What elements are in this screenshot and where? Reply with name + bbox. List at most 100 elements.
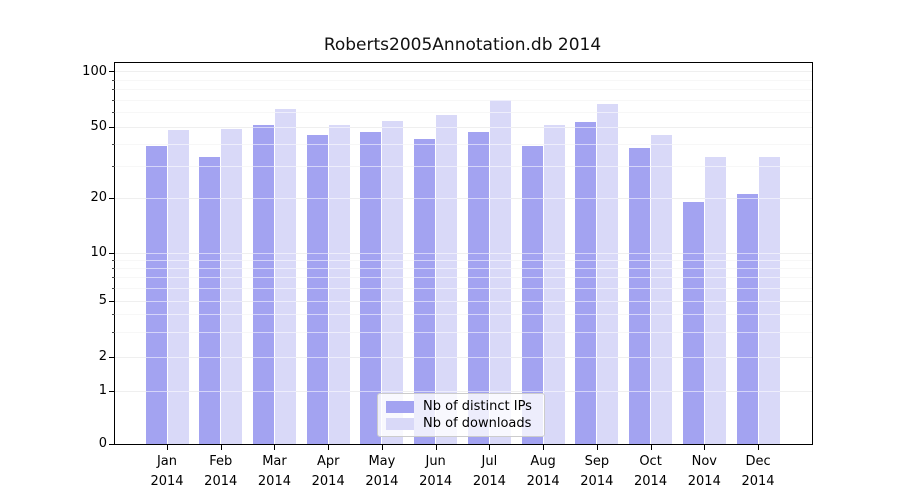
gridline-overlay-6 — [115, 287, 812, 289]
x-tick-label-aug: Aug 2014 — [526, 454, 560, 489]
x-tick-label-nov: Nov 2014 — [687, 454, 721, 489]
y-tick-mark-minor-30 — [112, 166, 115, 168]
x-tick-label-may: May 2014 — [365, 454, 399, 489]
gridline-overlay-1 — [115, 390, 812, 392]
bar-dec-distinct-ips — [736, 194, 758, 444]
x-tick-label-mar: Mar 2014 — [257, 454, 291, 489]
y-tick-mark-minor-6 — [112, 287, 115, 289]
gridline-overlay-9 — [115, 259, 812, 261]
y-tick-mark-minor-90 — [112, 79, 115, 81]
y-tick-mark-100 — [109, 71, 115, 73]
legend-label-distinct-ips: Nb of distinct IPs — [423, 398, 532, 414]
y-tick-mark-minor-80 — [112, 89, 115, 90]
x-tick-label-jun: Jun 2014 — [419, 454, 453, 489]
bar-sep-distinct-ips — [575, 122, 597, 444]
bar-feb-distinct-ips — [199, 156, 221, 444]
y-tick-label-100: 100 — [82, 63, 107, 79]
bar-jun-downloads — [436, 115, 458, 444]
x-tick-mark-apr — [328, 445, 330, 450]
bar-apr-downloads — [328, 125, 350, 444]
bar-feb-downloads — [221, 128, 243, 444]
legend-item-downloads: Nb of downloads — [386, 415, 536, 432]
x-tick-mark-mar — [274, 445, 276, 450]
gridline-overlay-2 — [115, 356, 812, 358]
plot-area: 0 1 2 5 10 20 50 100 Jan 2014 Feb 2014 Mar 2014 Apr… — [82, 62, 813, 489]
y-tick-label-0: 0 — [98, 436, 107, 451]
bar-nov-downloads — [704, 156, 726, 444]
gridline-overlay-50 — [115, 126, 812, 128]
gridline-overlay-4 — [115, 314, 812, 316]
x-tick-mark-sep — [596, 445, 598, 450]
y-tick-mark-50 — [109, 126, 115, 128]
y-tick-label-2: 2 — [98, 349, 107, 364]
x-tick-mark-oct — [650, 445, 652, 450]
gridline-overlay-100 — [115, 71, 812, 73]
y-tick-label-5: 5 — [98, 293, 107, 308]
bar-jun-distinct-ips — [414, 138, 436, 444]
x-tick-label-feb: Feb 2014 — [204, 454, 238, 489]
x-tick-label-oct: Oct 2014 — [634, 454, 668, 489]
y-tick-mark-minor-3 — [112, 331, 115, 333]
y-tick-mark-1 — [109, 390, 115, 392]
y-tick-mark-minor-40 — [112, 143, 115, 145]
x-tick-label-sep: Sep 2014 — [580, 454, 614, 489]
gridline-overlay-20 — [115, 197, 812, 199]
bar-may-downloads — [382, 120, 404, 444]
legend: Nb of distinct IPs Nb of downloads — [377, 393, 545, 437]
gridline-overlay-40 — [115, 143, 812, 145]
x-tick-mark-feb — [220, 445, 222, 450]
gridline-overlay-60 — [115, 111, 812, 113]
bar-sep-downloads — [597, 103, 619, 444]
gridline-overlay-5 — [115, 300, 812, 302]
gridline-overlay-7 — [115, 277, 812, 279]
bar-jul-downloads — [489, 100, 511, 444]
gridline-overlay-90 — [115, 79, 812, 81]
gridline-overlay-8 — [115, 267, 812, 269]
x-tick-label-dec: Dec 2014 — [741, 454, 775, 489]
bar-mar-distinct-ips — [252, 125, 274, 444]
y-tick-label-10: 10 — [90, 245, 107, 260]
chart-title: Roberts2005Annotation.db 2014 — [323, 35, 602, 55]
legend-item-distinct-ips: Nb of distinct IPs — [386, 398, 536, 415]
gridline-overlay-30 — [115, 166, 812, 168]
y-tick-mark-20 — [109, 197, 115, 199]
gridline-overlay-10 — [115, 252, 812, 254]
x-tick-mark-jul — [489, 445, 491, 450]
gridlines-over — [115, 63, 812, 444]
bar-aug-downloads — [543, 125, 565, 444]
legend-label-downloads: Nb of downloads — [423, 415, 532, 431]
x-tick-mark-dec — [758, 445, 760, 450]
bar-jan-downloads — [167, 130, 189, 444]
legend-swatch-distinct-ips — [386, 400, 414, 413]
x-tick-mark-jan — [167, 445, 168, 450]
x-tick-mark-aug — [543, 445, 545, 450]
bar-aug-distinct-ips — [521, 146, 543, 444]
legend-swatch-downloads — [386, 417, 414, 430]
x-tick-label-apr: Apr 2014 — [311, 454, 345, 489]
y-tick-mark-2 — [109, 356, 115, 358]
x-tick-label-jan: Jan 2014 — [150, 454, 184, 489]
bar-nov-distinct-ips — [682, 202, 704, 444]
y-tick-mark-minor-60 — [112, 111, 115, 113]
gridline-overlay-80 — [115, 89, 812, 90]
y-tick-mark-minor-7 — [112, 277, 115, 279]
y-tick-mark-10 — [109, 252, 115, 254]
bar-oct-downloads — [651, 135, 673, 444]
y-tick-mark-minor-70 — [112, 99, 115, 101]
y-tick-mark-minor-9 — [112, 259, 115, 261]
x-tick-label-jul: Jul 2014 — [472, 454, 506, 489]
y-tick-mark-5 — [109, 300, 115, 302]
x-tick-mark-may — [381, 445, 383, 450]
y-tick-label-50: 50 — [90, 119, 107, 134]
bar-mar-downloads — [274, 108, 296, 444]
bar-apr-distinct-ips — [306, 135, 328, 444]
bars-layer — [115, 63, 812, 444]
y-tick-mark-minor-8 — [112, 267, 115, 269]
x-tick-mark-nov — [704, 445, 706, 450]
y-tick-mark-0 — [109, 443, 115, 445]
y-tick-label-1: 1 — [98, 383, 107, 398]
gridline-overlay-70 — [115, 99, 812, 101]
bar-jan-distinct-ips — [145, 146, 167, 444]
y-tick-label-20: 20 — [90, 190, 107, 205]
